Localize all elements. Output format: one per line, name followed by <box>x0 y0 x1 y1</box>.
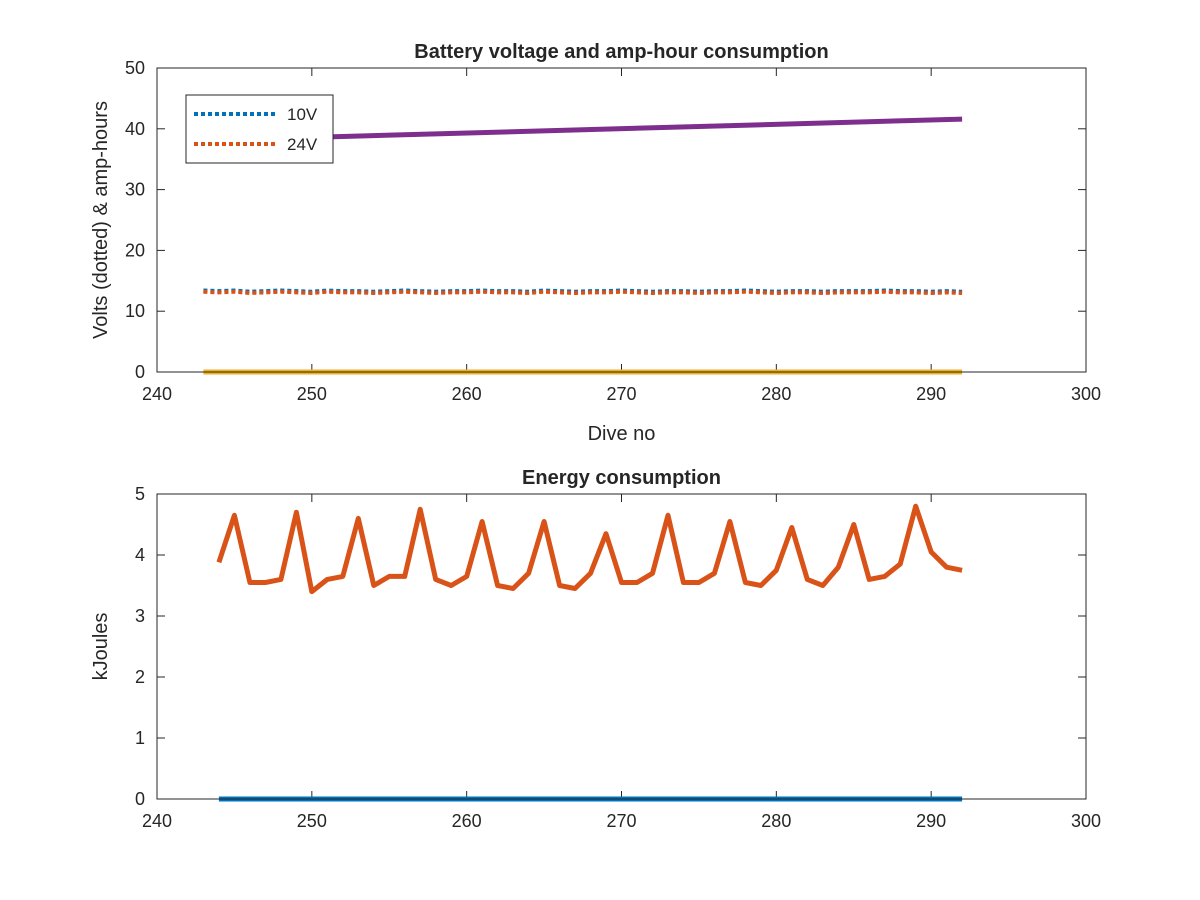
x-tick-label: 240 <box>142 384 172 404</box>
x-tick-label: 270 <box>606 811 636 831</box>
x-tick-label: 250 <box>297 384 327 404</box>
y-tick-label: 2 <box>135 667 145 687</box>
x-tick-label: 290 <box>916 811 946 831</box>
y-axis-label: kJoules <box>90 613 112 681</box>
x-tick-label: 280 <box>761 384 791 404</box>
x-tick-label: 250 <box>297 811 327 831</box>
axes-box <box>156 493 1087 800</box>
y-tick-label: 1 <box>135 728 145 748</box>
y-tick-label: 0 <box>135 789 145 809</box>
x-tick-label: 260 <box>452 811 482 831</box>
y-tick-label: 30 <box>125 180 145 200</box>
y-tick-label: 40 <box>125 119 145 139</box>
chart-title: Battery voltage and amp-hour consumption <box>414 41 828 63</box>
x-tick-label: 300 <box>1071 811 1101 831</box>
y-axis-label: Volts (dotted) & amp-hours <box>90 101 112 339</box>
x-tick-label: 260 <box>452 384 482 404</box>
series-line-24v <box>203 289 963 295</box>
x-axis-label: Dive no <box>588 423 656 445</box>
y-tick-label: 20 <box>125 240 145 260</box>
legend-label-10v: 10V <box>287 105 318 124</box>
x-tick-label: 300 <box>1071 384 1101 404</box>
chart-battery-voltage: 240 250 260 270 280 290 300 0 10 20 30 40 50 Battery… <box>90 41 1101 445</box>
y-tick-label: 4 <box>135 545 145 565</box>
x-tick-label: 270 <box>606 384 636 404</box>
y-tick-label: 50 <box>125 58 145 78</box>
series-line-line-1 <box>216 503 963 595</box>
x-tick-label: 290 <box>916 384 946 404</box>
chart-title: Energy consumption <box>522 467 721 489</box>
legend-label-24v: 24V <box>287 135 318 154</box>
x-tick-label: 280 <box>761 811 791 831</box>
y-tick-label: 10 <box>125 301 145 321</box>
axes-box <box>156 67 1087 373</box>
x-tick-label: 240 <box>142 811 172 831</box>
tick-labels: 240 250 260 270 280 290 300 0 1 2 3 4 5 <box>135 484 1101 831</box>
legend: 10V 24V <box>185 94 334 164</box>
chart-energy-consumption: 240 250 260 270 280 290 300 0 1 2 3 4 5 Energy consu… <box>90 467 1101 831</box>
y-tick-label: 3 <box>135 606 145 626</box>
tick-labels: 240 250 260 270 280 290 300 0 10 20 30 40 50 <box>125 58 1101 404</box>
y-tick-label: 5 <box>135 484 145 504</box>
legend-box <box>185 94 334 164</box>
y-tick-label: 0 <box>135 362 145 382</box>
